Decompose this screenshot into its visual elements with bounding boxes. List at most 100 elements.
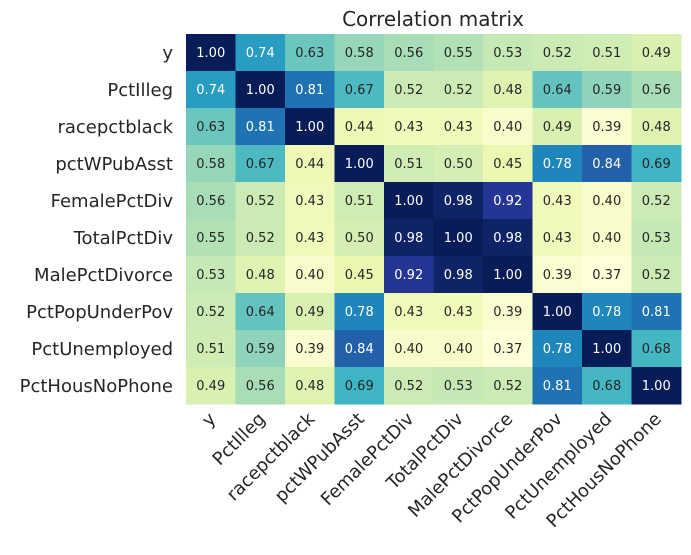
x-axis-tick-labels: yPctIllegracepctblackpctWPubAsstFemalePc… [198, 408, 666, 532]
cell-value-label: 0.81 [543, 379, 572, 394]
y-tick-label: racepctblack [57, 117, 173, 138]
heatmap-cell [483, 182, 533, 220]
y-tick-label: PctPopUnderPov [26, 302, 173, 323]
heatmap-cell-labels: 1.00 0.74 0.63 0.58 0.56 0.55 0.53 0.52 0.51 0.49… [196, 46, 670, 394]
heatmap-cell [384, 293, 434, 331]
heatmap-cell [384, 182, 434, 220]
cell-value-label: 0.52 [642, 194, 671, 209]
cell-value-label: 0.56 [196, 194, 225, 209]
cell-value-label: 1.00 [196, 46, 225, 61]
y-tick-label: PctUnemployed [31, 339, 173, 360]
cell-value-label: 0.56 [246, 379, 275, 394]
y-tick-label: PctHousNoPhone [20, 376, 173, 397]
cell-value-label: 0.67 [345, 83, 374, 98]
heatmap-cell [582, 145, 632, 183]
y-tick-label: FemalePctDiv [51, 191, 174, 212]
cell-value-label: 0.58 [345, 46, 374, 61]
heatmap-cell [532, 219, 583, 257]
heatmap-cell [334, 293, 385, 331]
y-tick-label: y [162, 43, 173, 64]
heatmap-cell [483, 219, 533, 257]
y-tick-label: MalePctDivorce [34, 265, 173, 286]
cell-value-label: 1.00 [543, 305, 572, 320]
cell-value-label: 0.49 [295, 305, 324, 320]
heatmap-cell [582, 256, 632, 294]
heatmap-cell [186, 145, 236, 183]
cell-value-label: 0.43 [543, 231, 572, 246]
heatmap-cell [186, 182, 236, 220]
heatmap-cell [384, 34, 434, 72]
heatmap-cell [334, 182, 385, 220]
heatmap-cells [186, 34, 682, 405]
heatmap-cell [285, 367, 335, 405]
heatmap-cell [631, 219, 682, 257]
heatmap-cell [483, 293, 533, 331]
heatmap-cell [631, 367, 682, 405]
cell-value-label: 0.56 [642, 83, 671, 98]
heatmap-cell [334, 145, 385, 183]
cell-value-label: 0.69 [345, 379, 374, 394]
cell-value-label: 0.74 [246, 46, 275, 61]
heatmap-cell [582, 367, 632, 405]
cell-value-label: 0.40 [295, 268, 324, 283]
cell-value-label: 0.50 [345, 231, 374, 246]
cell-value-label: 0.39 [493, 305, 522, 320]
cell-value-label: 0.53 [493, 46, 522, 61]
cell-value-label: 0.64 [246, 305, 275, 320]
chart-title: Correlation matrix [342, 7, 524, 31]
heatmap-cell [334, 219, 385, 257]
cell-value-label: 1.00 [246, 83, 275, 98]
heatmap-cell [235, 367, 286, 405]
y-tick-label: pctWPubAsst [55, 154, 173, 175]
heatmap-cell [532, 367, 583, 405]
cell-value-label: 0.49 [196, 379, 225, 394]
cell-value-label: 0.39 [543, 268, 572, 283]
heatmap-cell [433, 34, 484, 72]
cell-value-label: 0.98 [394, 231, 423, 246]
heatmap-cell [186, 219, 236, 257]
cell-value-label: 0.78 [543, 342, 572, 357]
heatmap-cell [384, 256, 434, 294]
heatmap-cell [334, 367, 385, 405]
cell-value-label: 0.37 [493, 342, 522, 357]
y-tick-label: TotalPctDiv [73, 228, 174, 249]
heatmap-cell [186, 293, 236, 331]
cell-value-label: 0.98 [444, 268, 473, 283]
cell-value-label: 0.84 [345, 342, 374, 357]
heatmap-cell [532, 182, 583, 220]
cell-value-label: 0.53 [196, 268, 225, 283]
heatmap-cell [186, 367, 236, 405]
heatmap-cell [285, 330, 335, 368]
cell-value-label: 0.92 [394, 268, 423, 283]
cell-value-label: 0.52 [246, 231, 275, 246]
heatmap-cell [582, 293, 632, 331]
heatmap-cell [582, 108, 632, 146]
heatmap-cell [433, 293, 484, 331]
cell-value-label: 0.45 [493, 157, 522, 172]
cell-value-label: 0.51 [394, 157, 423, 172]
heatmap-cell [186, 71, 236, 109]
cell-value-label: 0.59 [592, 83, 621, 98]
heatmap-cell [433, 108, 484, 146]
heatmap-cell [532, 145, 583, 183]
heatmap-cell [582, 330, 632, 368]
heatmap-cell [483, 108, 533, 146]
heatmap-cell [384, 145, 434, 183]
cell-value-label: 0.67 [246, 157, 275, 172]
heatmap-cell [532, 330, 583, 368]
heatmap-cell [235, 108, 286, 146]
heatmap-cell [631, 145, 682, 183]
cell-value-label: 0.81 [642, 305, 671, 320]
cell-value-label: 0.58 [196, 157, 225, 172]
cell-value-label: 0.78 [592, 305, 621, 320]
heatmap-cell [433, 256, 484, 294]
heatmap-cell [483, 145, 533, 183]
cell-value-label: 0.40 [592, 194, 621, 209]
heatmap-cell [582, 219, 632, 257]
heatmap-cell [334, 71, 385, 109]
cell-value-label: 0.37 [592, 268, 621, 283]
cell-value-label: 0.40 [592, 231, 621, 246]
cell-value-label: 0.51 [196, 342, 225, 357]
cell-value-label: 0.43 [295, 194, 324, 209]
heatmap-cell [532, 108, 583, 146]
